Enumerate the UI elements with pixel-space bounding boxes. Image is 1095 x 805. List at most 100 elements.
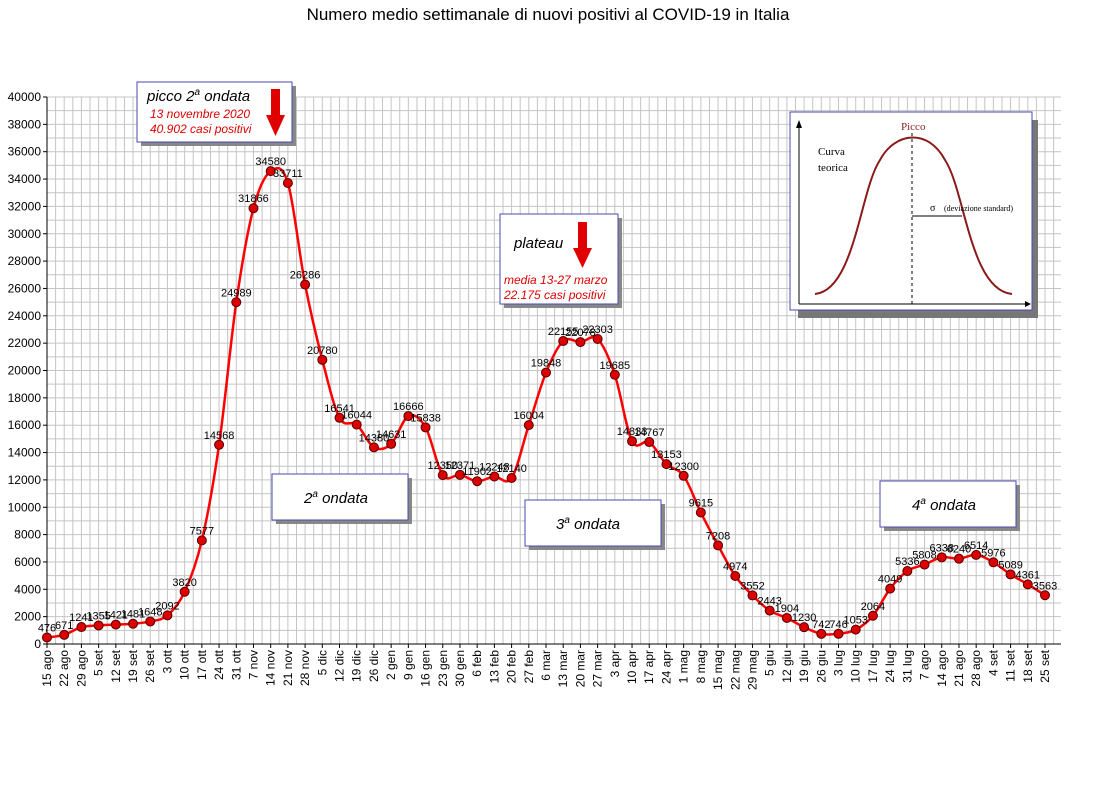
data-point <box>334 412 345 423</box>
data-label: 19848 <box>531 358 562 370</box>
data-label: 16044 <box>341 410 372 422</box>
peak-date: 13 novembre 2020 <box>150 107 250 121</box>
y-axis: 0 2000 4000 6000 8000 10000 12000 14000 16000 180… <box>8 90 47 651</box>
data-point <box>196 535 207 546</box>
data-label: 14380 <box>359 432 390 444</box>
y-tick-label: 32000 <box>8 199 42 213</box>
series-line <box>42 166 1050 643</box>
data-point <box>678 470 689 481</box>
data-label: 31866 <box>238 193 269 205</box>
data-label: 5976 <box>981 547 1005 559</box>
data-point <box>575 337 586 348</box>
data-point <box>214 439 225 450</box>
data-label: 4361 <box>1016 569 1040 581</box>
data-point <box>472 476 483 487</box>
x-tick-label: 27 feb <box>522 650 536 684</box>
data-point <box>558 336 569 347</box>
plateau-range: media 13-27 marzo <box>504 273 608 287</box>
y-tick-label: 14000 <box>8 446 42 460</box>
data-point <box>110 619 121 630</box>
data-label: 15838 <box>410 412 441 424</box>
data-point <box>454 469 465 480</box>
x-tick-label: 15 ago <box>40 650 54 687</box>
data-label: 22155 <box>548 326 579 338</box>
x-axis: 15 ago 22 ago 29 ago 5 set 12 set 19 set 26 se… <box>40 644 1052 690</box>
data-label: 6338 <box>930 542 954 554</box>
inset-theoretical-curve: Picco Curva teorica σ (deviazione standa… <box>789 111 1038 318</box>
x-tick-label: 24 ott <box>212 649 226 680</box>
x-tick-label: 5 dic <box>315 650 329 675</box>
data-label: 746 <box>829 619 847 631</box>
x-tick-label: 31 lug <box>900 650 914 683</box>
x-tick-label: 10 apr <box>625 650 639 684</box>
y-tick-label: 22000 <box>8 336 42 350</box>
y-tick-label: 4000 <box>14 582 41 596</box>
x-tick-label: 22 ago <box>57 650 71 687</box>
data-point <box>1040 590 1050 601</box>
data-label: 33711 <box>273 168 303 180</box>
plateau-title: plateau <box>513 235 564 252</box>
data-label: 671 <box>55 620 73 632</box>
data-label: 5808 <box>912 550 936 562</box>
data-label: 12350 <box>427 460 458 472</box>
data-label: 3820 <box>172 577 196 589</box>
data-label: 12140 <box>496 463 527 475</box>
data-point <box>953 553 964 564</box>
data-point <box>386 438 397 449</box>
data-label: 13153 <box>651 449 682 461</box>
data-label: 1421 <box>104 610 128 622</box>
x-tick-label: 19 set <box>126 649 140 682</box>
y-tick-label: 36000 <box>8 145 42 159</box>
data-point <box>1005 569 1016 580</box>
peak-annotation: picco 2a ondata 13 novembre 2020 40.902 … <box>136 81 296 146</box>
data-label: 476 <box>38 622 56 634</box>
y-tick-label: 16000 <box>8 418 42 432</box>
data-point <box>833 628 844 639</box>
data-label: 3563 <box>1033 580 1057 592</box>
data-point <box>489 471 500 482</box>
data-point <box>265 166 276 177</box>
x-tick-label: 19 dic <box>350 650 364 682</box>
x-tick-label: 17 lug <box>866 650 880 683</box>
data-label: 12248 <box>479 462 510 474</box>
data-point <box>437 470 448 481</box>
x-tick-label: 21 ago <box>952 650 966 687</box>
svg-text:3a ondata: 3a ondata <box>556 515 620 533</box>
data-label: 1648 <box>138 606 162 618</box>
data-point <box>627 436 638 447</box>
x-tick-label: 26 set <box>143 649 157 682</box>
data-point <box>867 610 878 621</box>
y-tick-label: 2000 <box>14 610 41 624</box>
data-point <box>730 570 741 581</box>
data-label: 16004 <box>513 410 544 422</box>
data-point <box>541 367 551 378</box>
x-tick-label: 26 dic <box>367 650 381 682</box>
x-tick-label: 16 gen <box>419 650 433 687</box>
data-label: 6514 <box>964 540 988 552</box>
y-tick-label: 6000 <box>14 555 41 569</box>
x-tick-label: 30 gen <box>453 650 467 687</box>
inset-sigma: σ <box>930 203 936 214</box>
data-label: 14631 <box>376 429 407 441</box>
x-tick-label: 12 dic <box>333 650 347 682</box>
data-point <box>179 586 190 597</box>
x-tick-label: 6 mar <box>539 650 553 681</box>
data-point <box>317 354 328 365</box>
x-tick-label: 6 feb <box>470 650 484 677</box>
data-label: 24989 <box>221 287 252 299</box>
x-tick-label: 24 apr <box>659 650 673 684</box>
data-point <box>936 552 947 563</box>
data-point <box>368 442 379 453</box>
data-point <box>919 559 930 570</box>
data-point <box>695 507 706 518</box>
data-label: 12300 <box>668 461 699 473</box>
x-tick-label: 10 ott <box>178 649 192 680</box>
data-point <box>282 178 293 189</box>
data-point <box>145 616 156 627</box>
wave2-box: 2a ondata <box>271 473 412 524</box>
data-point <box>300 279 311 290</box>
data-point <box>76 622 87 633</box>
y-tick-label: 34000 <box>8 172 42 186</box>
data-point <box>609 369 620 380</box>
x-tick-label: 20 mar <box>573 650 587 687</box>
